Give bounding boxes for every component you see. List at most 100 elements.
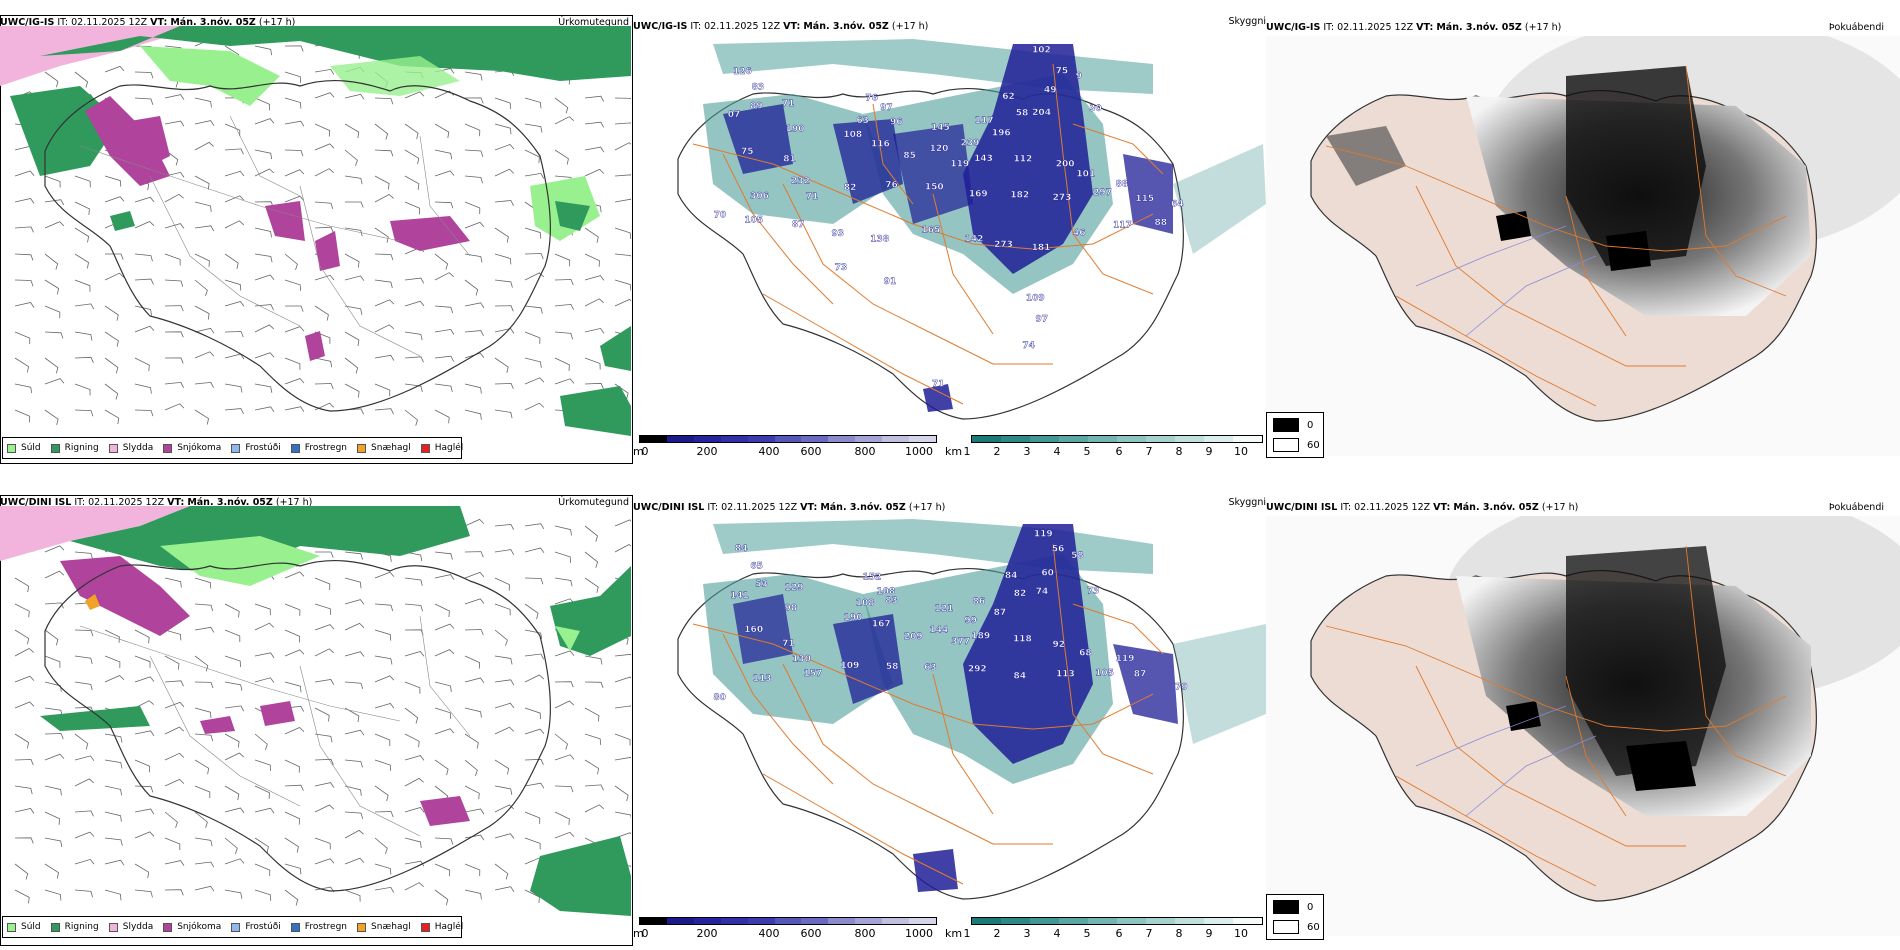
wind-barb: [494, 168, 515, 177]
wind-barb: [44, 253, 59, 270]
wind-barb: [584, 707, 600, 722]
wind-barb: [494, 523, 515, 530]
wind-barb: [44, 602, 64, 609]
visibility-value-label: 101: [1076, 170, 1095, 180]
wind-barb: [494, 200, 514, 206]
wind-barb: [74, 71, 89, 88]
wind-barb: [314, 782, 335, 788]
visibility-value-label: 200: [1056, 160, 1075, 170]
visibility-value-label: 142: [965, 235, 984, 245]
wind-barb: [554, 525, 572, 536]
wind-barb: [464, 149, 484, 157]
wind-barb: [44, 785, 62, 796]
precip-legend: Súld Rigning Slydda Snjókoma Frostúði Fr…: [2, 437, 463, 459]
wind-barb: [524, 123, 543, 133]
wind-barb: [254, 304, 274, 311]
wind-barb: [524, 305, 543, 314]
wind-barb: [614, 227, 631, 239]
wind-barb: [464, 629, 484, 636]
wind-barb: [44, 811, 60, 825]
wind-barb: [134, 357, 150, 372]
wind-barb: [284, 97, 302, 109]
wind-barb: [284, 603, 301, 616]
colorbar-segment: [1175, 918, 1204, 924]
visibility-value-label: 74: [1022, 341, 1035, 351]
wind-barb: [464, 518, 485, 527]
wind-barb: [134, 889, 153, 898]
wind-barb: [74, 810, 94, 817]
wind-barb: [194, 225, 215, 232]
wind-barb: [164, 655, 180, 670]
wind-barb: [404, 383, 423, 392]
wind-barb: [464, 759, 478, 777]
valid-time-label: VT:: [783, 21, 801, 32]
wind-barb: [404, 123, 419, 140]
wind-barb: [14, 629, 30, 645]
wind-barb: [494, 679, 515, 686]
wind-barb: [404, 409, 418, 426]
wind-barb: [14, 170, 35, 177]
wind-barb: [74, 409, 94, 417]
legend-item: Frostregn: [290, 443, 347, 453]
wind-barb: [254, 227, 272, 238]
visibility-value-label: 46: [1073, 228, 1086, 238]
wind-barb: [524, 523, 545, 530]
colorbar-segment: [855, 436, 883, 442]
wind-barb: [134, 759, 151, 773]
visibility-value-label: 87: [994, 608, 1007, 618]
wind-barb: [344, 93, 365, 100]
visibility-value-label: 105: [744, 216, 763, 226]
wind-barb: [164, 357, 184, 364]
visibility-value-label: 144: [929, 626, 948, 636]
visibility-value-label: 108: [856, 599, 875, 609]
wind-barb: [404, 733, 420, 748]
visibility-value-label: 119: [1116, 654, 1135, 664]
visibility-tick: 7: [1145, 927, 1153, 940]
wind-barb: [524, 811, 541, 825]
fog-panel-row1: UWC/IG-IS IT: 02.11.2025 12Z VT: Mán. 3.…: [1266, 12, 1900, 464]
wind-barb: [164, 331, 184, 338]
wind-barb: [314, 274, 335, 281]
visibility-value-label: 118: [1013, 634, 1032, 644]
wind-barb: [164, 223, 185, 229]
visibility-value-label: 120: [930, 144, 949, 154]
visibility-tick: 2: [993, 927, 1001, 940]
wind-barb: [404, 681, 421, 694]
fog-legend: 0 60: [1266, 894, 1324, 940]
wind-barb: [584, 298, 604, 307]
colorbar-segment: [909, 436, 936, 442]
colorbar-segment: [882, 436, 910, 442]
colorbar-segment: [1001, 918, 1030, 924]
wind-barb: [164, 701, 185, 709]
wind-barb: [224, 123, 241, 137]
wind-barb: [284, 837, 299, 853]
wind-barb: [344, 253, 360, 268]
visibility-value-label: 143: [974, 154, 993, 164]
wind-barb: [434, 837, 454, 845]
wind-barb: [44, 199, 65, 206]
wind-barb: [494, 577, 510, 591]
wind-barb: [74, 279, 91, 292]
wind-barb: [614, 122, 631, 125]
wind-barb: [284, 169, 305, 177]
visibility-value-label: 273: [1053, 193, 1072, 203]
wind-barb: [554, 577, 573, 587]
ceiling-tick: 0: [641, 927, 649, 940]
precip-map: [0, 26, 631, 436]
init-time-label: IT:: [1323, 22, 1335, 33]
visibility-value-label: 105: [1095, 669, 1114, 679]
precip-legend: Súld Rigning Slydda Snjókoma Frostúði Fr…: [2, 916, 463, 938]
model-name: UWC/IG-IS: [0, 17, 55, 28]
colorbar-segment: [1233, 436, 1262, 442]
wind-barb: [284, 253, 298, 271]
wind-barb: [434, 149, 453, 160]
wind-barb: [374, 571, 395, 579]
wind-barb: [284, 649, 305, 657]
wind-barb: [434, 603, 450, 618]
wind-barb: [404, 149, 420, 165]
wind-barb: [374, 603, 394, 612]
visibility-value-label: 102: [1032, 45, 1051, 55]
wind-barb: [494, 726, 515, 735]
wind-barb: [464, 330, 484, 337]
